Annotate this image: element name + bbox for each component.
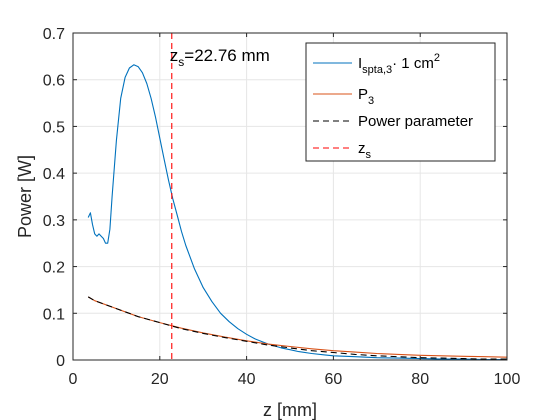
y-tick-label: 0 bbox=[56, 353, 65, 370]
series-line-2 bbox=[87, 296, 508, 358]
y-axis-label: Power [W] bbox=[15, 155, 35, 238]
x-axis-label: z [mm] bbox=[263, 400, 317, 420]
x-tick-label: 40 bbox=[238, 371, 256, 388]
legend-entry-rest: · 1 cm bbox=[392, 55, 434, 72]
y-tick-label: 0.6 bbox=[43, 73, 65, 90]
legend-entry-sub: 3 bbox=[368, 95, 374, 107]
axes bbox=[72, 32, 508, 361]
legend-entry-main: P bbox=[358, 86, 368, 103]
legend-entry-2: P3 bbox=[358, 86, 374, 107]
legend-entry-3: Power parameter bbox=[358, 113, 473, 130]
legend-entry-1: Ispta,3· 1 cm2 bbox=[358, 52, 440, 76]
y-tick-label: 0.5 bbox=[43, 119, 65, 136]
legend-entry-main: I bbox=[358, 55, 362, 72]
y-tick-label: 0.2 bbox=[43, 260, 65, 277]
x-tick-label: 60 bbox=[325, 371, 343, 388]
y-tick-label: 0.1 bbox=[43, 306, 65, 323]
axes-box bbox=[72, 32, 508, 361]
annotation-sub: s bbox=[178, 55, 184, 69]
zs-annotation: zs=22.76 mm bbox=[170, 46, 270, 69]
legend-entry-main: z bbox=[358, 140, 366, 157]
x-tick-label: 100 bbox=[494, 371, 521, 388]
series-line-1 bbox=[87, 64, 507, 361]
series-lines bbox=[87, 33, 508, 361]
y-tick-label: 0.7 bbox=[43, 26, 65, 43]
y-tick-label: 0.3 bbox=[43, 213, 65, 230]
tick-labels: 0 20 40 60 80 100 0 0.1 0.2 0.3 0.4 0.5 0.6 0.7 bbox=[43, 26, 521, 388]
y-tick-label: 0.4 bbox=[43, 166, 65, 183]
x-tick-label: 0 bbox=[69, 371, 78, 388]
legend-entry-sub: spta,3 bbox=[362, 64, 392, 76]
legend: Ispta,3· 1 cm2 P3 Power parameter zs bbox=[305, 42, 496, 162]
legend-entry-sub: s bbox=[366, 149, 372, 161]
annotation-main: z bbox=[170, 46, 179, 65]
x-tick-label: 80 bbox=[411, 371, 429, 388]
legend-entry-main: Power parameter bbox=[358, 113, 473, 130]
series-line-3 bbox=[87, 296, 507, 360]
x-tick-label: 20 bbox=[151, 371, 169, 388]
legend-entry-sup: 2 bbox=[434, 52, 440, 64]
annotation-rest: =22.76 mm bbox=[184, 46, 270, 65]
legend-entry-4: zs bbox=[358, 140, 372, 161]
